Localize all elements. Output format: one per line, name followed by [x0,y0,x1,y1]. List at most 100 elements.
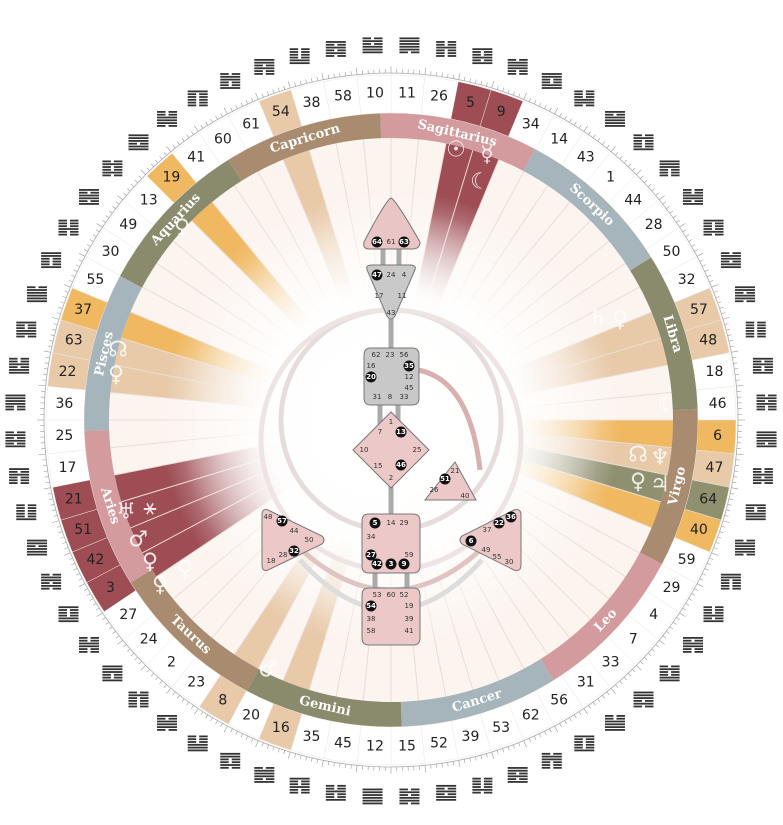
planet-symbol: ♀ [174,216,190,241]
gate-number: 11 [398,85,416,101]
hexagram-line [447,793,457,796]
hexagram-line [720,266,741,269]
hexagram-line [659,665,669,668]
tick-ring [43,72,739,768]
hexagram-line [732,587,741,590]
hexagram-line [746,300,756,303]
tick [283,750,286,755]
hexagram-line [325,41,346,43]
hexagram-line [113,673,123,676]
tick [205,714,209,719]
hexagram-line [757,332,766,335]
tick [108,626,113,630]
hexagram-line [289,53,299,56]
tick [49,340,54,342]
hexagram-line [732,260,741,263]
hexagram-line [362,37,372,40]
tick [694,249,698,252]
tick [43,350,51,353]
tick [502,748,505,753]
gate-number: 30 [102,244,120,260]
sign-band [228,113,382,181]
active-gate-dot [371,236,383,248]
hexagram-line [69,233,79,236]
hexagram-line [399,802,408,805]
hexagram-line [78,203,99,205]
hexagram-line [26,545,36,548]
hexagram-line [703,228,713,230]
hexagram-line [254,767,263,769]
center [459,509,522,571]
hexagram-line [745,335,755,338]
hexagram-line [337,787,346,790]
center-gate: 32 [289,547,299,555]
center [361,587,421,646]
hexagram-line [301,48,310,51]
tick [592,134,596,139]
gate-number: 33 [602,654,620,670]
hexagram-line [325,784,335,787]
tick [245,100,249,105]
tick [463,759,466,764]
hexagram-line [26,548,47,550]
center-gate: 16 [367,362,376,370]
tick [240,733,243,738]
hexagram-line [102,163,123,166]
sign-band [84,275,143,431]
hexagram-line [399,791,420,794]
tick [155,676,159,681]
hexagram-line [507,72,517,75]
hexagram-line [9,360,18,363]
tick [518,742,521,747]
hexagram-line [715,611,724,614]
hexagram-line [659,668,680,671]
tick [277,87,280,92]
tick [662,201,667,205]
center-gate: 15 [374,462,383,470]
center-gate: 10 [360,446,369,454]
hexagram-line [187,96,197,98]
tick [223,725,228,733]
tick [210,118,213,123]
hexagram-line [325,52,346,55]
center-gate: 22 [494,519,504,527]
tick [52,316,60,320]
hexagram-line [254,781,275,783]
hexagram-line [683,200,692,203]
sign-band [119,159,242,288]
hexagram-line [410,794,420,796]
sign-band [130,569,259,692]
hexagram-line [41,260,50,263]
gate-number: 4 [649,607,658,623]
hexagram-line [78,639,88,642]
tick [62,296,67,299]
active-gate-dot [369,517,381,529]
hexagram-line [337,55,346,57]
tick [728,498,733,500]
hexagram-line [337,784,346,787]
hexagram-line [764,482,773,484]
hexagram-line [756,439,777,442]
hexagram-line [553,766,562,769]
tick [424,67,426,75]
hexagram-line [472,48,493,51]
gate-number: 7 [629,632,638,648]
hexagram-line [254,775,275,778]
gate-number: 60 [214,132,232,148]
hexagram-line [20,476,30,479]
tick [724,514,729,517]
hexagram-line [507,778,517,781]
tick [573,121,577,126]
center-gate: 51 [440,475,450,483]
hexagram-line [220,73,229,75]
gate-number: 3 [106,580,115,596]
tick [696,252,704,257]
gate-number: 2 [167,654,176,670]
hexagram-line [254,61,275,64]
gate-number: 58 [334,89,352,105]
hexagram-line [671,168,680,171]
hexagram-line [9,366,18,369]
tick [76,573,80,576]
hexagram-line [645,145,654,148]
hexagram-line [78,191,88,194]
